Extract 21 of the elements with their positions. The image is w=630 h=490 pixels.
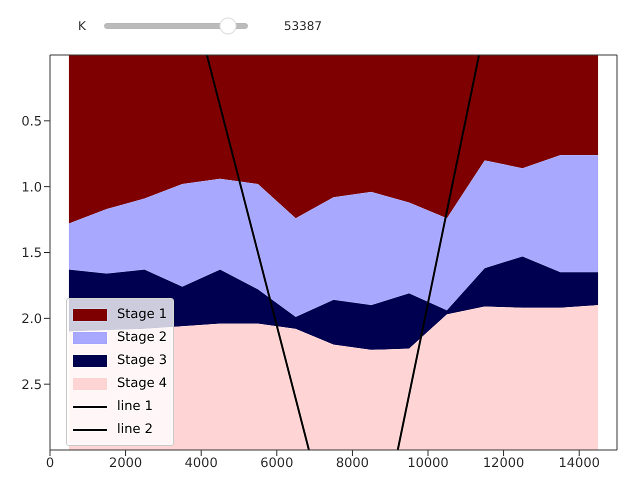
y-tick-label: 0.5 [21,114,42,130]
legend-label: Stage 2 [117,330,167,345]
y-tick-label: 2.5 [21,378,42,393]
legend-label: Stage 4 [117,376,167,391]
legend-label: line 1 [117,399,153,414]
x-tick-label: 4000 [184,456,218,472]
x-tick-label: 2000 [109,456,142,472]
x-tick-label: 6000 [260,456,294,472]
x-tick-label: 14000 [558,456,600,472]
text: 53387 [284,19,322,33]
x-tick-label: 8000 [336,456,369,472]
text: K [78,19,86,33]
x-tick-label: 0 [46,456,54,472]
x-tick-label: 10000 [407,456,449,472]
legend-label: Stage 3 [117,353,167,368]
x-tick-label: 12000 [482,456,524,472]
legend-label: line 2 [117,422,153,437]
y-tick-label: 2.0 [21,312,42,327]
y-tick-label: 1.5 [21,246,42,262]
y-tick-label: 1.0 [21,180,42,196]
legend-label: Stage 1 [117,307,167,322]
